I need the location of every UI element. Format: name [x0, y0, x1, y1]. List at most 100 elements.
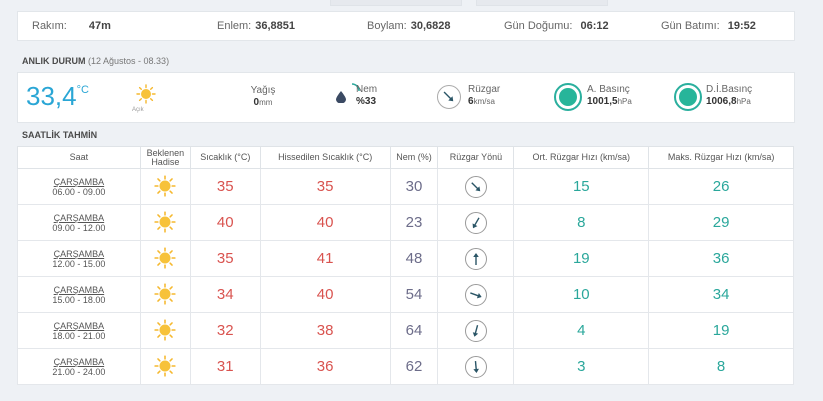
cell-temp: 34	[189, 276, 261, 313]
sun-icon	[154, 174, 176, 199]
wind-direction-icon	[437, 85, 461, 109]
yagis-unit: mm	[259, 98, 273, 107]
cell-feels-like: 40	[259, 276, 391, 313]
ruzgar-unit: km/sa	[473, 97, 495, 106]
cell-condition	[139, 276, 191, 313]
cell-temp: 31	[189, 348, 261, 385]
yagis-value: 0	[253, 97, 260, 108]
humidity-gauge-arc	[351, 83, 360, 92]
cell-avg-wind: 19	[513, 240, 650, 277]
tab-stub-right[interactable]	[476, 0, 608, 6]
cell-feels-like: 35	[259, 168, 391, 205]
wind-arrow-icon	[464, 283, 487, 306]
col-header-hissedilen: Hissedilen Sıcaklık (°C)	[259, 146, 391, 169]
col-header-sicaklik: Sıcaklık (°C)	[189, 146, 261, 169]
cell-feels-like: 40	[259, 204, 391, 241]
col-header-maks-ruzgar: Maks. Rüzgar Hızı (km/sa)	[648, 146, 794, 169]
cell-time: ÇARŞAMBA 15.00 - 18.00	[17, 276, 141, 313]
nem-label: Nem	[356, 84, 378, 95]
col-header-hadise: Beklenen Hadise	[139, 146, 191, 169]
table-row: ÇARŞAMBA 06.00 - 09.00 35 35 30 15 26	[17, 168, 794, 205]
current-temp-unit: °C	[76, 84, 89, 96]
cell-temp: 35	[189, 240, 261, 277]
gundogumu-value: 06:12	[580, 20, 609, 32]
col-header-ruzgar-yonu: Rüzgar Yönü	[437, 146, 515, 169]
gundogumu-label: Gün Doğumu:	[504, 20, 573, 32]
boylam-label: Boylam:	[367, 20, 407, 32]
cell-humidity: 48	[389, 240, 439, 277]
gunbatimi-label: Gün Batımı:	[661, 20, 720, 32]
cell-condition	[139, 348, 191, 385]
current-temperature: 33,4°C	[26, 81, 89, 112]
ruzgar-value: 6	[468, 96, 474, 107]
cell-humidity: 54	[389, 276, 439, 313]
cell-temp: 35	[189, 168, 261, 205]
enlem-value: 36,8851	[255, 20, 296, 32]
cell-avg-wind: 3	[513, 348, 650, 385]
cell-wind-direction	[437, 276, 515, 313]
hour-range: 06.00 - 09.00	[52, 186, 106, 197]
cell-feels-like: 38	[259, 312, 391, 349]
forecast-rows: ÇARŞAMBA 06.00 - 09.00 35 35 30 15 26 ÇARŞAMBA 0…	[17, 168, 794, 385]
cell-temp: 40	[189, 204, 261, 241]
current-heading: ANLIK DURUM (12 Ağustos - 08.33)	[22, 56, 169, 66]
day-label: ÇARŞAMBA	[53, 284, 105, 295]
rakim-label: Rakım:	[32, 20, 67, 32]
nem-value: %33	[356, 96, 377, 107]
cell-temp: 32	[189, 312, 261, 349]
day-label: ÇARŞAMBA	[53, 248, 105, 259]
boylam-item: Boylam: 30,6828	[367, 20, 451, 32]
col-header-hadise-line2: Hadise	[151, 156, 180, 167]
col-header-nem: Nem (%)	[389, 146, 439, 169]
cell-condition	[139, 312, 191, 349]
cell-condition	[139, 240, 191, 277]
cell-humidity: 23	[389, 204, 439, 241]
cell-time: ÇARŞAMBA 18.00 - 21.00	[17, 312, 141, 349]
table-row: ÇARŞAMBA 21.00 - 24.00 31 36 62 3 8	[17, 348, 794, 385]
enlem-label: Enlem:	[217, 20, 252, 32]
cell-avg-wind: 4	[513, 312, 650, 349]
table-row: ÇARŞAMBA 09.00 - 12.00 40 40 23 8 29	[17, 204, 794, 241]
cell-wind-direction	[437, 168, 515, 205]
tab-stub-left[interactable]	[330, 0, 462, 6]
yagis-item: Yağış 0mm	[243, 85, 283, 109]
sun-icon	[154, 210, 176, 235]
day-label: ÇARŞAMBA	[53, 212, 105, 223]
cell-humidity: 30	[389, 168, 439, 205]
abasinc-item: A. Basınç 1001,5hPa	[587, 84, 632, 108]
current-temp-value: 33,4	[26, 81, 77, 111]
cell-wind-direction	[437, 312, 515, 349]
sun-icon	[136, 84, 156, 104]
wind-arrow-icon	[464, 355, 487, 378]
dibasinc-label: D.İ.Basınç	[706, 84, 753, 95]
cell-max-wind: 19	[648, 312, 794, 349]
forecast-heading-title: SAATLİK TAHMİN	[22, 130, 98, 140]
wind-arrow-icon	[464, 247, 487, 270]
table-row: ÇARŞAMBA 18.00 - 21.00 32 38 64 4 19	[17, 312, 794, 349]
sun-icon	[154, 282, 176, 307]
cell-max-wind: 8	[648, 348, 794, 385]
cell-wind-direction	[437, 204, 515, 241]
sun-icon	[154, 318, 176, 343]
enlem-item: Enlem: 36,8851	[217, 20, 295, 32]
hour-range: 15.00 - 18.00	[52, 294, 106, 305]
cell-feels-like: 36	[259, 348, 391, 385]
cell-condition	[139, 168, 191, 205]
wind-arrow-icon	[464, 211, 487, 234]
nem-item: Nem %33	[356, 84, 377, 108]
forecast-heading: SAATLİK TAHMİN	[22, 130, 97, 140]
day-label: ÇARŞAMBA	[53, 356, 105, 367]
gunbatimi-value: 19:52	[727, 20, 756, 32]
hour-range: 18.00 - 21.00	[52, 330, 106, 341]
cell-wind-direction	[437, 348, 515, 385]
abasinc-label: A. Basınç	[587, 84, 630, 95]
cell-wind-direction	[437, 240, 515, 277]
cell-max-wind: 29	[648, 204, 794, 241]
humidity-drop-icon	[336, 91, 346, 103]
cell-max-wind: 36	[648, 240, 794, 277]
current-heading-title: ANLIK DURUM	[22, 56, 86, 66]
cell-condition	[139, 204, 191, 241]
sea-pressure-gauge-icon	[674, 83, 702, 111]
cell-time: ÇARŞAMBA 12.00 - 15.00	[17, 240, 141, 277]
sun-icon	[154, 354, 176, 379]
